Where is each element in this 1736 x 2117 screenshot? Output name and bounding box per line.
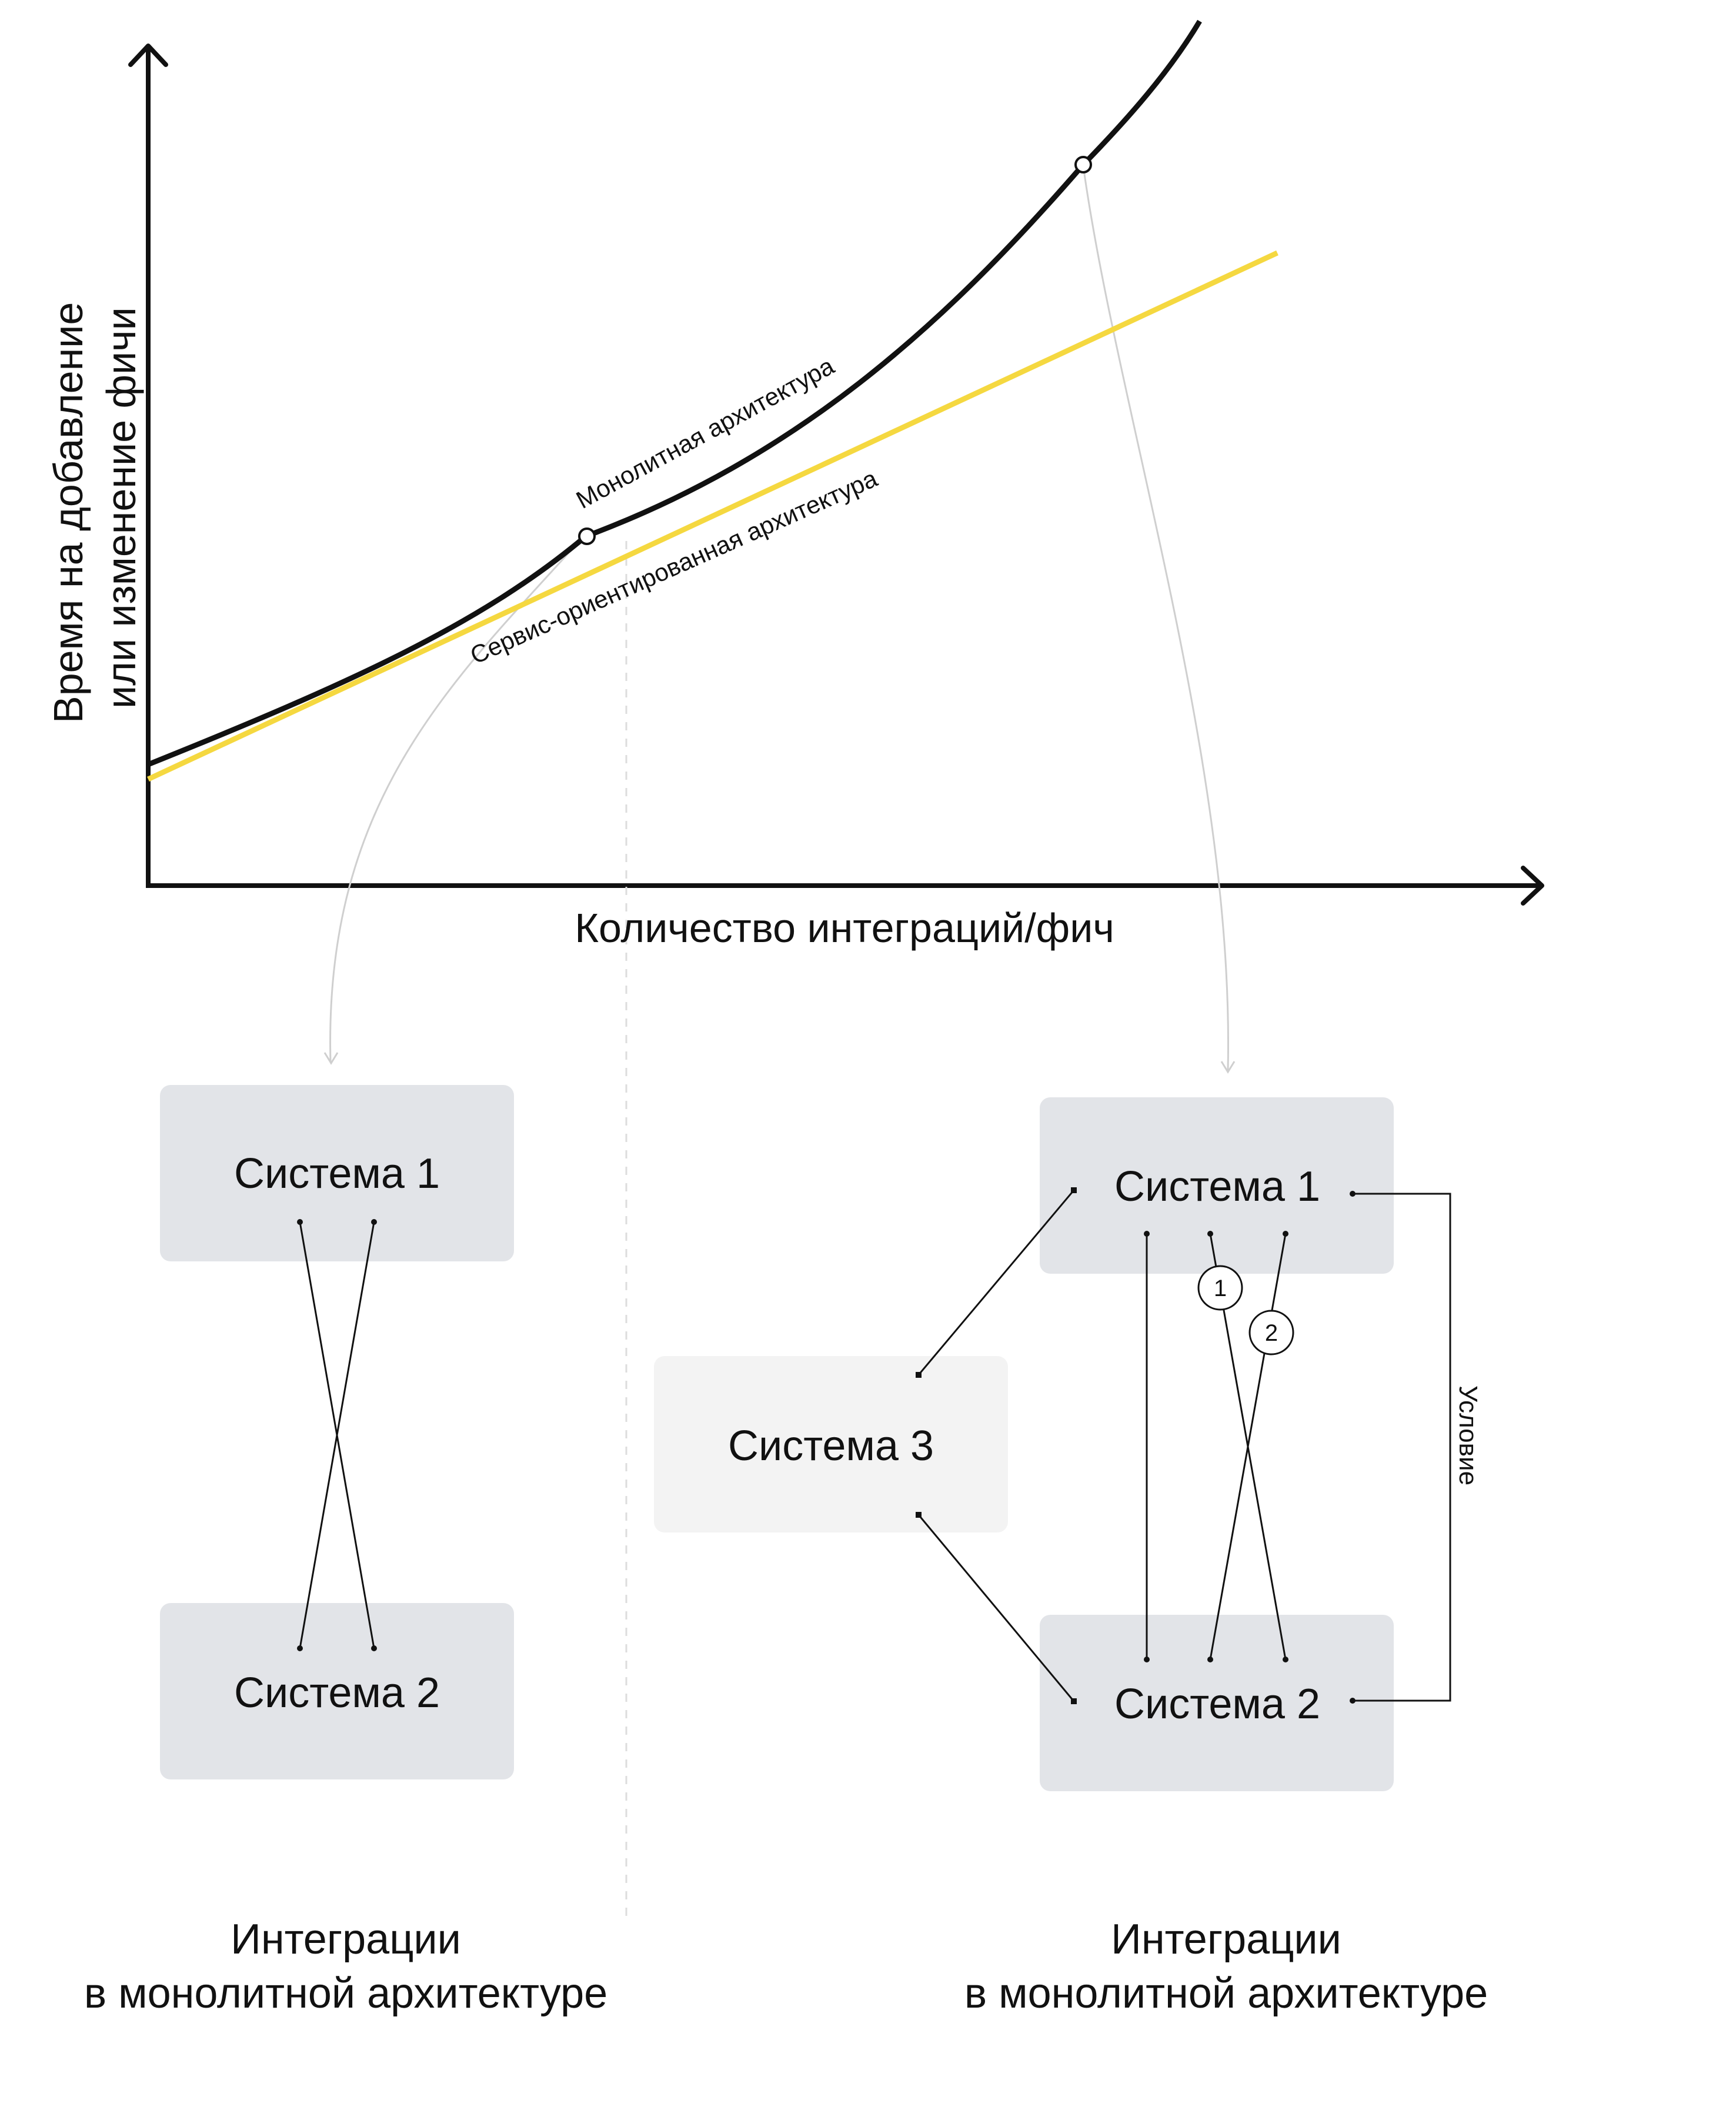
left-system-2-box <box>160 1603 514 1779</box>
guide-right-arrow-icon <box>1220 1061 1236 1074</box>
soa-line <box>147 250 1278 782</box>
x-axis-label: Количество интеграций/фич <box>575 905 1114 951</box>
left-caption-line2: в монолитной архитектуре <box>84 1970 607 2017</box>
soa-line-label: Сервис-ориентированная архитектура <box>466 464 882 669</box>
right-system-1-label: Система 1 <box>1114 1163 1320 1210</box>
monolith-curve <box>147 19 1202 767</box>
guide-left-connector <box>329 533 587 1062</box>
right-integration-line-2 <box>1207 1231 1288 1662</box>
connector-end-sys2-left <box>1071 1698 1077 1704</box>
badge-2-circle <box>1248 1310 1294 1355</box>
right-system-1-box <box>1040 1097 1394 1274</box>
condition-label: Условие <box>1454 1385 1483 1485</box>
left-system-1-label: Система 1 <box>234 1150 440 1197</box>
right-system-3-label: Система 3 <box>728 1423 934 1470</box>
connector-end-sys3-bottom <box>916 1512 922 1518</box>
connector-sys3-sys2 <box>917 1514 1075 1702</box>
badge-1-label: 1 <box>1214 1275 1227 1301</box>
right-caption-line1: Интеграции <box>1111 1916 1341 1963</box>
left-system-1-box <box>160 1085 514 1261</box>
y-axis-label-line1: Время на добавление <box>45 302 91 723</box>
right-system-3-box <box>654 1356 1008 1532</box>
curve-point-low <box>578 527 596 545</box>
left-caption-line1: Интеграции <box>231 1916 461 1963</box>
curve-point-high <box>1074 156 1092 173</box>
left-integration-line-b <box>297 1219 377 1651</box>
guide-right-connector <box>1082 165 1230 1071</box>
badge-1-circle <box>1197 1265 1243 1311</box>
condition-end-top <box>1350 1191 1356 1197</box>
right-diagram: Система 1 Система 2 Система 3 1 2 Услови… <box>654 1097 1488 2017</box>
right-system-2-label: Система 2 <box>1114 1681 1320 1728</box>
left-system-2-label: Система 2 <box>234 1669 440 1717</box>
connector-end-sys3-top <box>916 1372 922 1378</box>
left-diagram: Система 1 Система 2 Интеграции в монолит… <box>84 1085 607 2017</box>
connector-sys1-sys3 <box>917 1190 1075 1375</box>
monolith-curve-label: Монолитная архитектура <box>572 352 839 514</box>
right-caption-line2: в монолитной архитектуре <box>964 1970 1488 2017</box>
x-axis-arrow-icon <box>1521 866 1544 906</box>
badge-2-label: 2 <box>1265 1320 1278 1346</box>
condition-bracket <box>1353 1193 1451 1702</box>
y-axis-arrow-icon <box>128 44 168 67</box>
connector-end-sys1-left <box>1071 1187 1077 1193</box>
right-system-2-box <box>1040 1615 1394 1791</box>
guide-left-arrow-icon <box>323 1052 339 1065</box>
condition-end-bottom <box>1350 1698 1356 1704</box>
y-axis-label-line2: или изменение фичи <box>98 307 144 709</box>
